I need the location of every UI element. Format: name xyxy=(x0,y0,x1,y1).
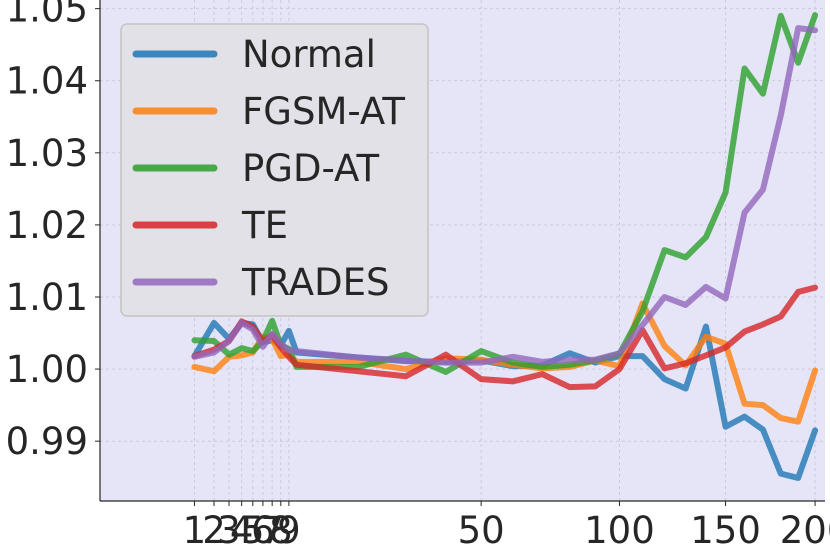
y-tick-labels: 0.99 1.00 1.01 1.02 1.03 1.04 1.05 xyxy=(6,0,100,463)
series-line-trades xyxy=(191,25,819,366)
x-tick-label: 50 xyxy=(458,509,505,552)
legend-box xyxy=(120,23,429,317)
y-tick-label: 0.99 xyxy=(6,420,88,463)
x-tick-label: 3 xyxy=(217,509,241,552)
x-tick-label: 1 xyxy=(183,509,207,552)
x-tick-label: 7 xyxy=(260,509,284,552)
x-tick-label: 2 xyxy=(202,509,226,552)
legend-label: TRADES xyxy=(241,261,389,304)
x-tick-label: 5 xyxy=(241,509,265,552)
series-layer xyxy=(191,12,819,481)
x-tick-label: 6 xyxy=(251,509,275,552)
y-tick-label: 1.04 xyxy=(6,60,88,103)
legend-label: FGSM-AT xyxy=(242,90,405,133)
x-tick-label: 8 xyxy=(269,509,293,552)
y-tick-label: 1.03 xyxy=(6,132,88,175)
y-tick-label: 1.02 xyxy=(6,204,88,247)
legend-label: Normal xyxy=(242,33,376,76)
legend-label: TE xyxy=(241,204,288,247)
y-tick-label: 1.00 xyxy=(6,348,88,391)
x-tick-label: 200 xyxy=(780,509,830,552)
y-tick-label: 1.01 xyxy=(6,276,88,319)
x-tick-label: 150 xyxy=(690,509,761,552)
legend: Normal FGSM-AT PGD-AT TE TRADES xyxy=(120,23,429,317)
plot-frame xyxy=(99,0,825,502)
y-tick-label: 1.05 xyxy=(6,0,88,31)
x-tick-label: 100 xyxy=(584,509,655,552)
x-tick-label: 9 xyxy=(277,509,301,552)
x-tick-label: 4 xyxy=(230,509,254,552)
legend-label: PGD-AT xyxy=(242,147,379,190)
